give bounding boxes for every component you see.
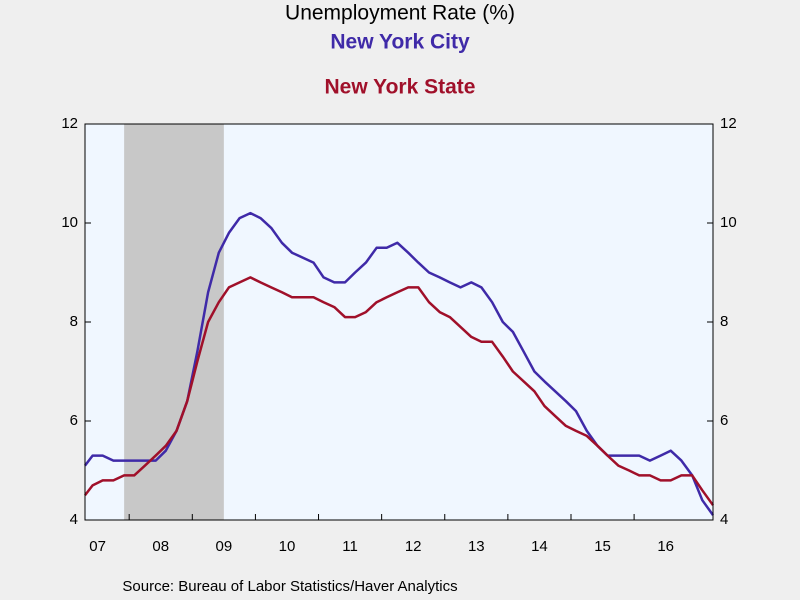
x-tick-label: 12 (405, 538, 422, 555)
y-tick-label: 8 (70, 313, 78, 330)
x-tick-label: 14 (531, 538, 548, 555)
x-tick-label: 09 (216, 538, 233, 555)
y2-tick-label: 12 (720, 115, 737, 132)
x-tick-label: 16 (657, 538, 674, 555)
x-tick-label: 13 (468, 538, 485, 555)
y2-tick-label: 10 (720, 214, 737, 231)
x-tick-label: 11 (342, 538, 358, 555)
y-tick-label: 4 (70, 511, 78, 528)
source: Source: Bureau of Labor Statistics/Haver… (122, 578, 457, 595)
legend-entry: New York State (325, 76, 476, 99)
y-tick-label: 6 (70, 412, 78, 429)
series-line (84, 276, 715, 506)
plot-frame (84, 123, 714, 521)
y-tick-label: 10 (61, 214, 78, 231)
x-tick-label: 15 (594, 538, 611, 555)
y2-tick-label: 8 (720, 313, 728, 330)
legend-entry: New York City (330, 31, 470, 54)
x-tick-label: 08 (152, 538, 169, 555)
y2-tick-label: 4 (720, 511, 728, 528)
x-tick-label: 10 (279, 538, 296, 555)
y-tick-label: 12 (61, 115, 78, 132)
chart-title: Unemployment Rate (%) (285, 2, 515, 25)
y2-tick-label: 6 (720, 412, 728, 429)
x-tick-label: 07 (89, 538, 106, 555)
